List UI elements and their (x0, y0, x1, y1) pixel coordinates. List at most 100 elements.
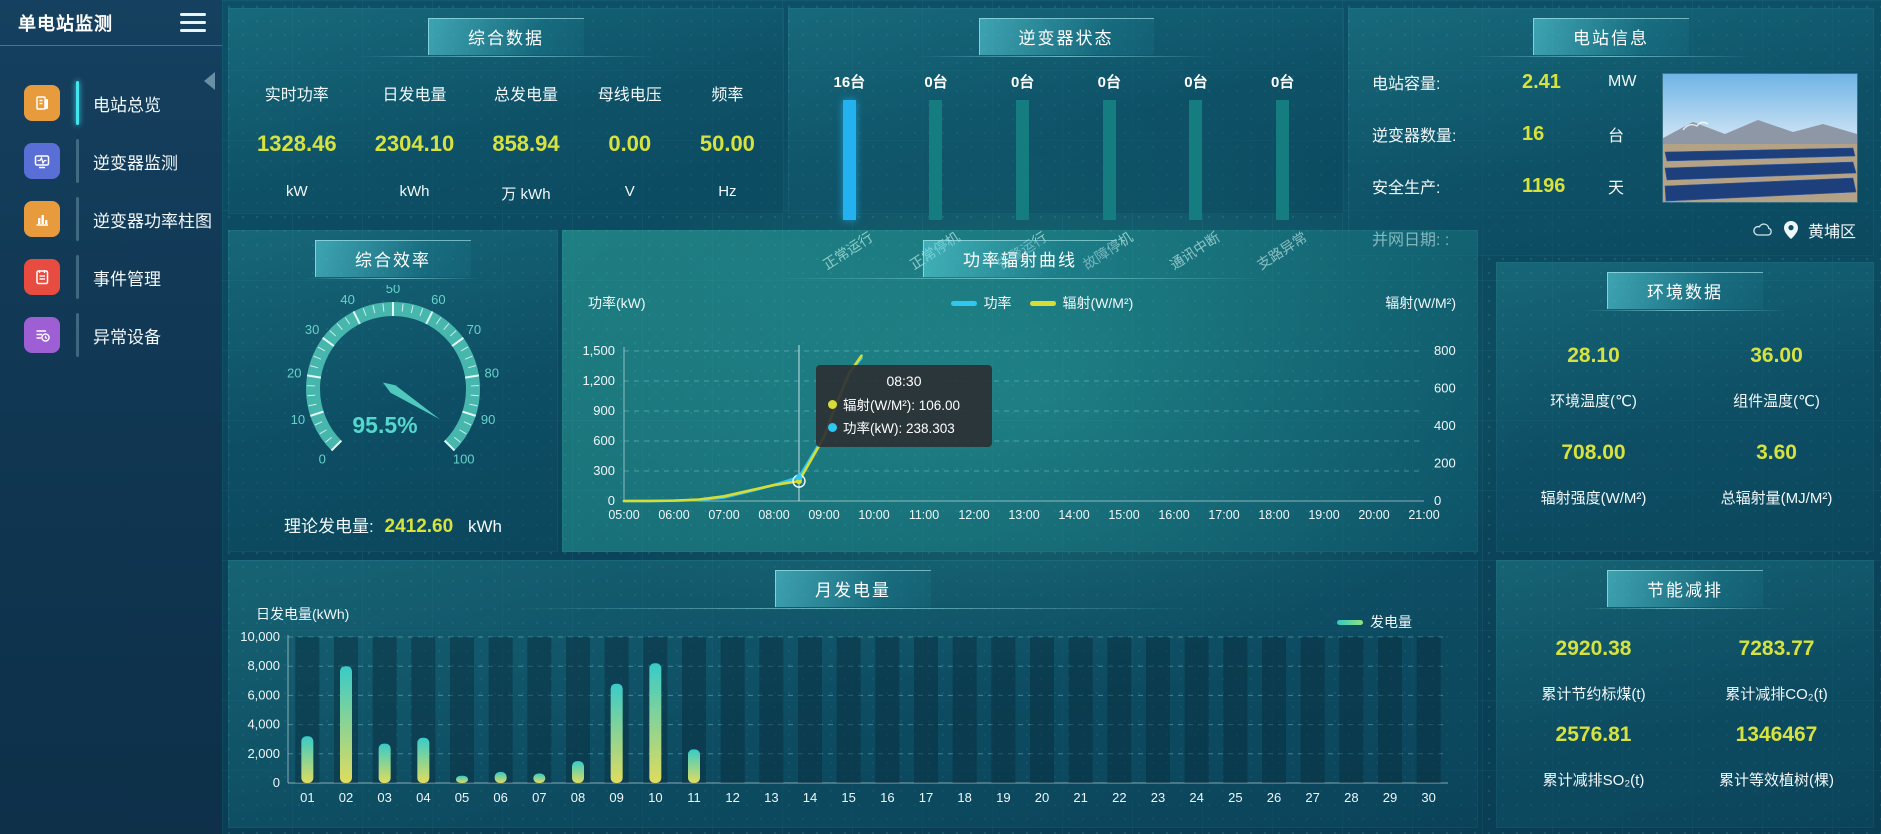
sidebar-item-电站总览[interactable]: 电站总览 (0, 74, 222, 132)
panel-energy-saving: 节能减排 2920.38 累计节约标煤(t) 7283.77 累计减排CO₂(t) 25… (1496, 560, 1874, 828)
metric-label: 组件温度(℃) (1733, 393, 1820, 410)
tooltip-series-dot (828, 399, 837, 409)
station-location: 黄埔区 (1807, 224, 1856, 241)
inverter-monitor-icon (24, 143, 60, 179)
tooltip-series-dot (828, 422, 837, 432)
svg-text:15:00: 15:00 (1108, 508, 1139, 522)
metric-cell: 708.00 辐射强度(W/M²) (1502, 426, 1685, 523)
monthly-legend[interactable]: 发电量 (1337, 612, 1412, 632)
metric-value: 1346467 (1735, 722, 1818, 746)
svg-text:16: 16 (880, 790, 894, 805)
panel-efficiency: 综合效率 0 10 20 30 40 50 60 70 80 90 100 95.5% 理论发电量: … (228, 230, 558, 552)
svg-text:12: 12 (725, 790, 739, 805)
sidebar: 单电站监测 电站总览 逆变器监测 逆变器功率柱图 事件管理 异常设备 (0, 0, 222, 834)
metric-unit: V (624, 183, 635, 200)
svg-text:05: 05 (455, 790, 469, 805)
sidebar-item-label: 异常设备 (93, 327, 161, 347)
summary-metric: 总发电量 858.94 万 kWh (492, 73, 559, 204)
svg-text:4,000: 4,000 (247, 717, 280, 732)
svg-text:19:00: 19:00 (1308, 508, 1339, 522)
svg-text:17:00: 17:00 (1208, 508, 1239, 522)
metric-label: 总发电量 (493, 87, 558, 104)
svg-text:10,000: 10,000 (240, 629, 280, 644)
weather-cloud-icon[interactable] (1752, 222, 1774, 238)
inverter-status-bars: 16台正常运行0台正常停机0台告警运行0台故障停机0台通讯中断0台支路异常 (788, 57, 1344, 273)
metric-value: 7283.77 (1738, 636, 1815, 660)
monthly-generation-chart[interactable]: 0 2,000 4,000 6,000 8,000 10,000 01 02 03 04 05 06 0… (228, 611, 1478, 834)
svg-text:60: 60 (431, 292, 445, 307)
inverter-status-column: 0台正常停机 (901, 71, 971, 273)
svg-text:02: 02 (339, 790, 353, 805)
svg-text:1,500: 1,500 (582, 343, 615, 358)
metric-unit: 万 kWh (501, 186, 551, 203)
inverter-status-bar (1276, 100, 1290, 220)
metric-label: 环境温度(℃) (1550, 393, 1637, 410)
sidebar-item-逆变器功率柱图[interactable]: 逆变器功率柱图 (0, 190, 222, 248)
panel-inverter-status: 逆变器状态 16台正常运行0台正常停机0台告警运行0台故障停机0台通讯中断0台支… (788, 8, 1344, 273)
metric-value: 858.94 (492, 131, 560, 156)
metric-label: 总辐射量(MJ/M²) (1720, 490, 1833, 507)
station-info-value: 2.41 (1522, 70, 1561, 93)
svg-text:200: 200 (1434, 456, 1456, 471)
menu-toggle-icon[interactable] (180, 13, 206, 32)
theoretical-generation: 理论发电量: 2412.60 kWh (228, 512, 558, 538)
metric-value: 0.00 (608, 131, 652, 156)
panel-environment: 环境数据 28.10 环境温度(℃) 36.00 组件温度(℃) 708.00 辐射强度(… (1496, 262, 1874, 552)
panel-title-power-radiation: 功率辐射曲线 (923, 240, 1117, 277)
station-info-label: 电站容量: (1372, 76, 1441, 93)
metric-unit: Hz (718, 183, 737, 200)
svg-text:06: 06 (493, 790, 507, 805)
station-info-row: 电站容量: 2.41 MW (1372, 56, 1636, 108)
svg-text:26: 26 (1267, 790, 1281, 805)
power-radiation-chart[interactable]: 0 300 600 900 1,200 1,500 0 200 400 600 800 05:00 06… (562, 315, 1478, 572)
metric-unit: kWh (399, 183, 430, 200)
svg-text:28: 28 (1344, 790, 1358, 805)
active-indicator (76, 313, 79, 357)
metric-label: 累计等效植树(棵) (1719, 771, 1834, 789)
legend-item-功率[interactable]: 功率 (950, 293, 1012, 313)
svg-text:0: 0 (1434, 493, 1441, 508)
svg-text:29: 29 (1383, 790, 1397, 805)
inverter-count: 0台 (1270, 74, 1295, 91)
metric-label: 母线电压 (597, 87, 662, 104)
svg-text:300: 300 (593, 463, 615, 478)
active-indicator (76, 255, 79, 299)
svg-text:20: 20 (1035, 790, 1049, 805)
panel-title-station-info: 电站信息 (1533, 18, 1689, 55)
svg-text:40: 40 (340, 292, 354, 307)
inverter-status-bar (929, 100, 943, 220)
metric-value: 708.00 (1561, 441, 1626, 464)
svg-text:13: 13 (764, 790, 778, 805)
station-info-unit: 天 (1608, 180, 1625, 197)
sidebar-item-label: 逆变器功率柱图 (93, 211, 212, 231)
panel-title-energy-saving: 节能减排 (1607, 570, 1763, 607)
metric-value: 36.00 (1750, 344, 1803, 367)
location-pin-icon[interactable] (1783, 221, 1798, 239)
generation-legend-label: 发电量 (1370, 614, 1412, 630)
sidebar-item-异常设备[interactable]: 异常设备 (0, 306, 222, 364)
sidebar-item-事件管理[interactable]: 事件管理 (0, 248, 222, 306)
metric-unit: kW (285, 183, 308, 200)
panel-title-summary: 综合数据 (428, 18, 584, 55)
sidebar-item-逆变器监测[interactable]: 逆变器监测 (0, 132, 222, 190)
svg-text:0: 0 (273, 775, 280, 790)
legend-item-辐射(W/M²)[interactable]: 辐射(W/M²) (1029, 293, 1133, 313)
power-radiation-legend: 功率 辐射(W/M²) (950, 293, 1133, 313)
inverter-count: 16台 (833, 74, 866, 91)
summary-metric: 日发电量 2304.10 kWh (375, 73, 455, 204)
svg-text:100: 100 (453, 452, 475, 467)
metric-value: 2576.81 (1555, 722, 1632, 746)
svg-text:70: 70 (467, 322, 481, 337)
station-info-row: 逆变器数量: 16 台 (1372, 108, 1636, 160)
svg-text:12:00: 12:00 (958, 508, 989, 522)
efficiency-gauge[interactable]: 0 10 20 30 40 50 60 70 80 90 100 95.5% (228, 281, 558, 508)
metric-value: 3.60 (1756, 441, 1797, 464)
sidebar-collapse-icon[interactable] (204, 72, 215, 90)
left-axis-name: 功率(kW) (588, 295, 646, 311)
inverter-status-column: 16台正常运行 (814, 71, 884, 273)
generation-legend-marker (1337, 619, 1363, 625)
metric-cell: 2576.81 累计减排SO₂(t) (1502, 713, 1685, 799)
legend-marker (950, 300, 977, 306)
theoretical-generation-value: 2412.60 (384, 516, 454, 537)
